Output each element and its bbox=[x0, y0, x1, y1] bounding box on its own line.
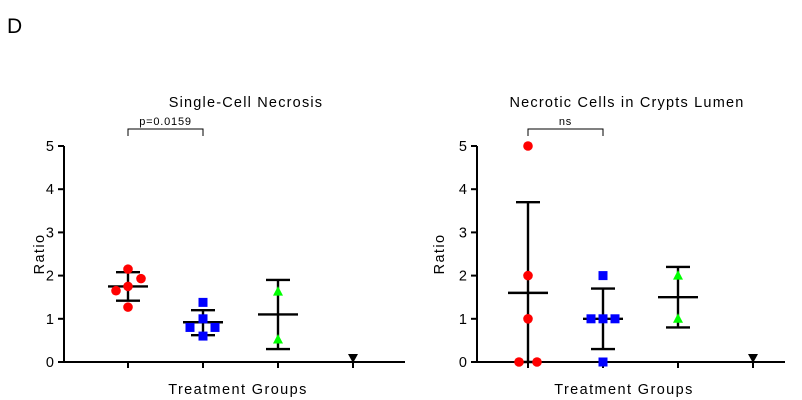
chart-title: Single-Cell Necrosis bbox=[169, 95, 324, 111]
significance-label: ns bbox=[559, 116, 572, 128]
data-point-triangle-up bbox=[273, 334, 283, 344]
data-point-circle bbox=[523, 141, 533, 151]
data-point-square bbox=[185, 322, 195, 332]
data-point-triangle-down bbox=[348, 354, 358, 363]
data-point-circle bbox=[123, 281, 133, 292]
y-tick-label: 0 bbox=[459, 355, 467, 371]
panel-letter: D bbox=[7, 15, 22, 38]
significance-bracket bbox=[527, 128, 604, 136]
data-point-triangle-up bbox=[673, 313, 683, 323]
x-axis-label: Treatment Groups bbox=[554, 382, 694, 398]
y-tick-label: 2 bbox=[46, 269, 54, 285]
chart-title: Necrotic Cells in Crypts Lumen bbox=[509, 95, 744, 111]
chart-necrotic-cells-crypts-lumen: Necrotic Cells in Crypts Lumen 0 1 2 3 4 5 Trea… bbox=[432, 95, 785, 398]
data-point-square bbox=[198, 331, 208, 341]
y-tick-label: 3 bbox=[46, 225, 54, 241]
data-point-square bbox=[210, 322, 220, 332]
data-point-circle bbox=[523, 270, 533, 281]
y-tick-label: 4 bbox=[46, 182, 54, 198]
data-point-triangle-up bbox=[673, 270, 683, 280]
data-point-triangle-up bbox=[273, 286, 283, 296]
y-tick-label: 3 bbox=[459, 225, 467, 241]
y-tick-label: 0 bbox=[46, 355, 54, 371]
data-point-circle bbox=[514, 357, 524, 367]
data-point-square bbox=[598, 271, 608, 281]
data-point-square bbox=[198, 314, 208, 324]
data-point-circle bbox=[111, 285, 121, 296]
data-point-circle bbox=[136, 273, 146, 284]
data-point-circle bbox=[123, 264, 133, 274]
y-tick-label: 5 bbox=[46, 139, 54, 155]
data-point-square bbox=[586, 314, 596, 324]
significance-bracket bbox=[127, 128, 204, 136]
y-tick-label: 4 bbox=[459, 182, 467, 198]
data-point-square bbox=[598, 357, 608, 367]
y-tick-label: 1 bbox=[46, 312, 54, 328]
data-point-square bbox=[198, 297, 208, 307]
y-tick-label: 2 bbox=[459, 269, 467, 285]
data-point-square bbox=[598, 314, 608, 324]
data-point-circle bbox=[123, 302, 133, 312]
y-axis-label: Ratio bbox=[432, 234, 448, 275]
significance-label: p=0.0159 bbox=[139, 116, 192, 128]
y-axis-label: Ratio bbox=[32, 234, 48, 275]
data-point-triangle-down bbox=[748, 354, 758, 363]
y-tick-label: 5 bbox=[459, 139, 467, 155]
data-point-circle bbox=[523, 314, 533, 324]
data-point-square bbox=[610, 314, 620, 324]
x-axis-label: Treatment Groups bbox=[168, 382, 308, 398]
y-tick-label: 1 bbox=[459, 312, 467, 328]
chart-single-cell-necrosis: Single-Cell Necrosis 0 1 2 3 4 5 Treatment Grou… bbox=[32, 95, 405, 398]
data-point-circle bbox=[532, 357, 542, 367]
